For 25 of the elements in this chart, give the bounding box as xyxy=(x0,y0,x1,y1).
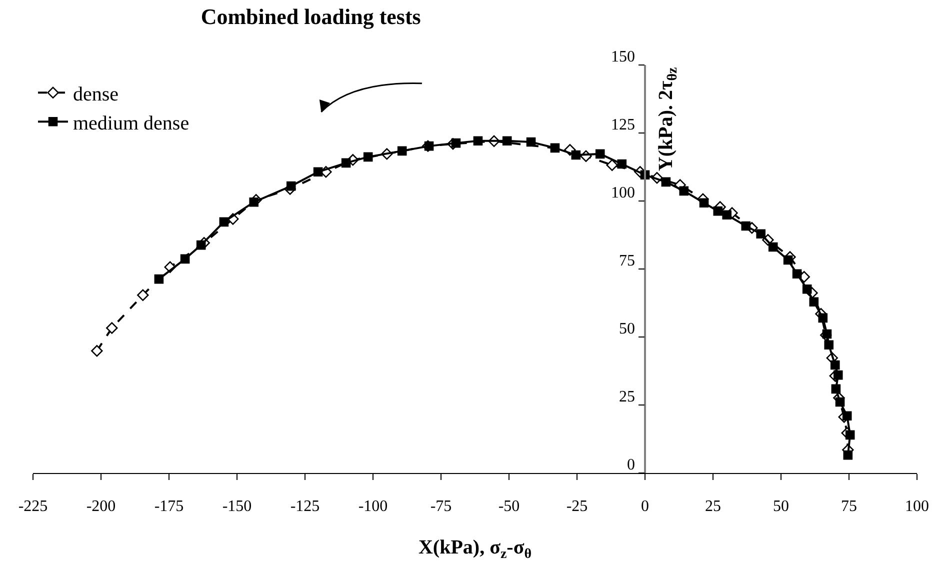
y-tick-label: 50 xyxy=(619,320,636,338)
x-tick-label: -125 xyxy=(290,498,320,516)
legend-label: dense xyxy=(73,83,119,106)
chart-title: Combined loading tests xyxy=(200,4,422,30)
x-tick-label: -200 xyxy=(86,498,116,516)
x-tick-label: 0 xyxy=(641,498,649,516)
x-tick-label: 25 xyxy=(705,498,721,516)
y-tick-label: 75 xyxy=(619,252,636,270)
x-tick-label: 50 xyxy=(773,498,789,516)
y-tick-label: 0 xyxy=(627,456,636,474)
x-tick-label: -25 xyxy=(566,498,588,516)
y-tick-label: 25 xyxy=(619,388,636,406)
x-tick-label: 75 xyxy=(841,498,857,516)
legend-label: medium dense xyxy=(73,112,190,134)
x-tick-label: -150 xyxy=(222,498,252,516)
y-tick-label: 125 xyxy=(611,116,636,134)
x-tick-label: 100 xyxy=(905,498,929,516)
x-tick-label: -75 xyxy=(430,498,452,516)
x-tick-label: -175 xyxy=(154,498,184,516)
x-tick-label: -100 xyxy=(358,498,388,516)
x-tick-label: -225 xyxy=(18,498,48,516)
x-axis-title: X(kPa), σ$_{z}$-σ$_{θ}$ xyxy=(418,536,532,562)
x-tick-label: -50 xyxy=(498,498,520,516)
y-tick-label: 100 xyxy=(611,184,636,202)
y-tick-label: 150 xyxy=(611,48,636,66)
